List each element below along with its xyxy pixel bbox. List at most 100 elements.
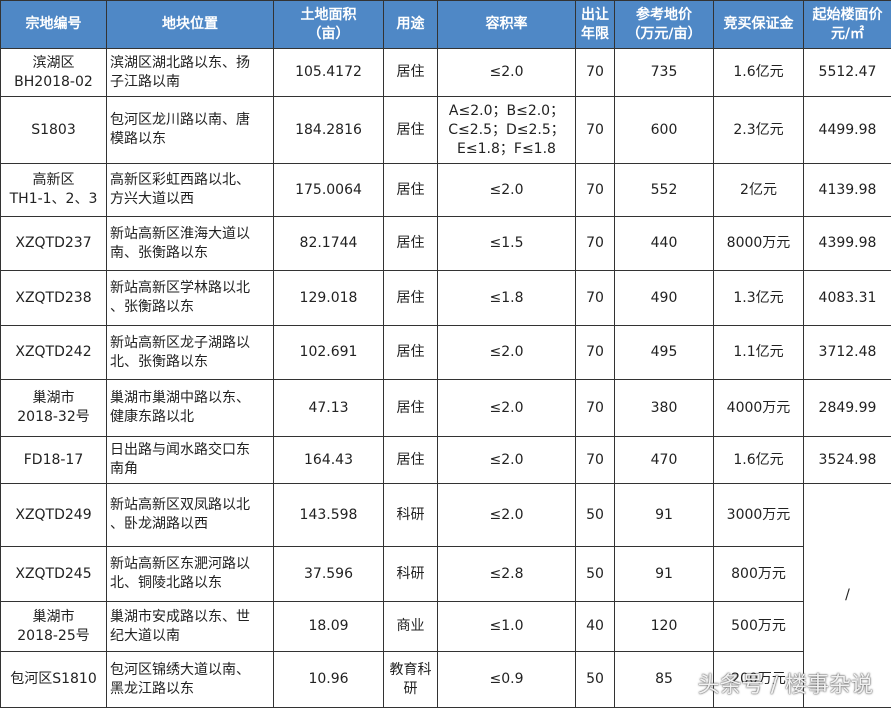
cell-line: 子江路以南 [110,73,273,92]
cell: 居住 [384,49,438,97]
cell: 10.96 [274,652,384,708]
cell-line: 滨湖区湖北路以东、扬 [110,54,273,73]
cell-line: 研 [384,680,437,699]
cell-line: 新站高新区龙子湖路以 [110,334,273,353]
cell: 91 [615,547,714,602]
cell: S1803 [1,97,107,164]
cell-line: 巢湖市 [1,389,106,408]
cell: 1.3亿元 [714,271,804,326]
cell: 居住 [384,97,438,164]
cell: 495 [615,326,714,380]
cell: 新站高新区东淝河路以北、铜陵北路以东 [107,547,274,602]
cell-line: 巢湖市安成路以东、世 [110,608,273,627]
cell: 800万元 [714,547,804,602]
cell-line: 新站高新区东淝河路以 [110,555,273,574]
cell: 70 [576,437,615,484]
cell: ≤2.8 [438,547,576,602]
cell: ≤1.5 [438,217,576,271]
header-cell: 土地面积（亩） [274,1,384,49]
cell: FD18-17 [1,437,107,484]
header-cell: 竞买保证金 [714,1,804,49]
cell: 4399.98 [804,217,891,271]
cell: 70 [576,271,615,326]
cell: A≤2.0；B≤2.0；C≤2.5；D≤2.5；E≤1.8；F≤1.8 [438,97,576,164]
cell: 巢湖市巢湖中路以东、健康东路以北 [107,380,274,437]
cell: ≤1.0 [438,602,576,652]
header-cell: 出让年限 [576,1,615,49]
cell-line: 出让 [576,6,614,25]
cell: 4139.98 [804,164,891,217]
cell: 18.09 [274,602,384,652]
cell-line: （亩） [274,25,383,44]
cell: 120 [615,602,714,652]
cell: ≤2.0 [438,437,576,484]
cell: 500万元 [714,602,804,652]
cell-line: 地块位置 [107,15,273,34]
cell-line: 教育科 [384,661,437,680]
cell: 3712.48 [804,326,891,380]
cell: 470 [615,437,714,484]
header-cell: 用途 [384,1,438,49]
cell-line: 北、铜陵北路以东 [110,574,273,593]
cell: 2.3亿元 [714,97,804,164]
cell-line: 2018-32号 [1,408,106,427]
cell: 380 [615,380,714,437]
cell: 490 [615,271,714,326]
cell-line: 用途 [384,15,437,34]
cell: 105.4172 [274,49,384,97]
header-row: 宗地编号地块位置土地面积（亩）用途容积率出让年限参考地价（万元/亩）竞买保证金起… [1,1,891,49]
cell-line: 起始楼面价 [804,6,891,25]
cell-line: 包河区龙川路以南、唐 [110,111,273,130]
cell-line: XZQTD242 [1,343,106,362]
cell: 包河区龙川路以南、唐模路以东 [107,97,274,164]
cell: 82.1744 [274,217,384,271]
cell: 1.1亿元 [714,326,804,380]
cell-line: 纪大道以南 [110,627,273,646]
cell: 37.596 [274,547,384,602]
cell: 科研 [384,484,438,547]
cell-line: 巢湖市巢湖中路以东、 [110,389,273,408]
cell: 129.018 [274,271,384,326]
cell-line: 2018-25号 [1,627,106,646]
cell: 735 [615,49,714,97]
cell: 包河区锦绣大道以南、黑龙江路以东 [107,652,274,708]
header-cell: 起始楼面价元/㎡ [804,1,891,49]
cell-line: 新站高新区淮海大道以 [110,225,273,244]
cell-line: 高新区 [1,171,106,190]
cell-line: 土地面积 [274,6,383,25]
cell-line: 北、张衡路以东 [110,353,273,372]
cell: 居住 [384,164,438,217]
cell: 高新区彩虹西路以北、方兴大道以西 [107,164,274,217]
cell: 包河区S1810 [1,652,107,708]
cell-line: 竞买保证金 [714,15,803,34]
cell: 164.43 [274,437,384,484]
cell: 47.13 [274,380,384,437]
cell-line: 新站高新区双凤路以北 [110,496,273,515]
cell: 居住 [384,326,438,380]
cell: ≤2.0 [438,484,576,547]
cell: 70 [576,326,615,380]
cell: 5512.47 [804,49,891,97]
cell: 日出路与闻水路交口东南角 [107,437,274,484]
cell: XZQTD238 [1,271,107,326]
cell-line: 参考地价 [615,6,713,25]
cell: ≤2.0 [438,380,576,437]
cell-line: 滨湖区 [1,54,106,73]
cell: 91 [615,484,714,547]
cell-line: A≤2.0；B≤2.0； [438,102,575,121]
cell: XZQTD237 [1,217,107,271]
cell: 40 [576,602,615,652]
cell: 商业 [384,602,438,652]
cell-line: 模路以东 [110,130,273,149]
